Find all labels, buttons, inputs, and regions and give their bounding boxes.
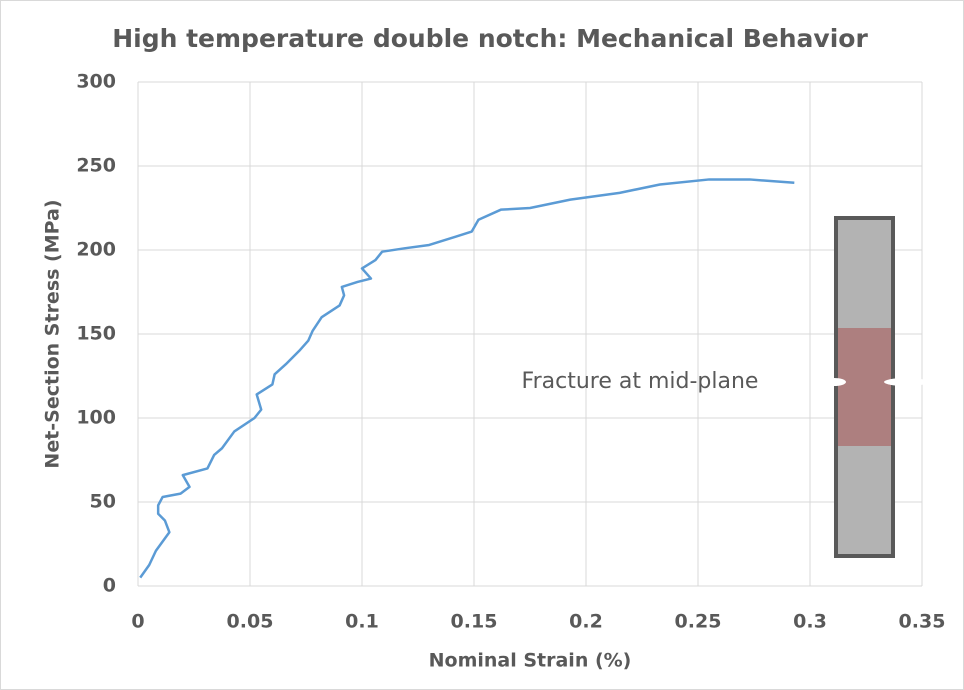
y-tick-label: 50: [90, 491, 116, 513]
plot-area: 0 50 100 150 200 250 300 0 0.05 0.1 0.15 0.2 0.25 0.3…: [76, 71, 945, 633]
x-tick-label: 0.35: [899, 611, 946, 633]
y-tick-label: 250: [76, 155, 116, 177]
notch: [822, 378, 846, 386]
x-tick-label: 0: [131, 611, 144, 633]
data-line: [139, 178, 795, 579]
specimen-diagram: [822, 216, 928, 558]
notch: [884, 378, 928, 386]
y-tick-label: 200: [76, 239, 116, 261]
x-tick-label: 0.05: [227, 611, 274, 633]
x-tick-label: 0.1: [345, 611, 379, 633]
y-tick-label: 300: [76, 71, 116, 93]
x-tick-label: 0.2: [569, 611, 603, 633]
y-tick-label: 150: [76, 323, 116, 345]
y-tick-label: 0: [103, 575, 116, 597]
fracture-zone: [838, 328, 891, 446]
y-tick-label: 100: [76, 407, 116, 429]
x-tick-label: 0.15: [451, 611, 498, 633]
y-axis-label: Net-Section Stress (MPa): [42, 199, 64, 468]
x-tick-label: 0.25: [675, 611, 722, 633]
annotation: Fracture at mid-plane: [522, 369, 759, 394]
x-axis-label: Nominal Strain (%): [429, 650, 632, 672]
chart-title: High temperature double notch: Mechanica…: [112, 24, 868, 53]
x-tick-label: 0.3: [793, 611, 827, 633]
